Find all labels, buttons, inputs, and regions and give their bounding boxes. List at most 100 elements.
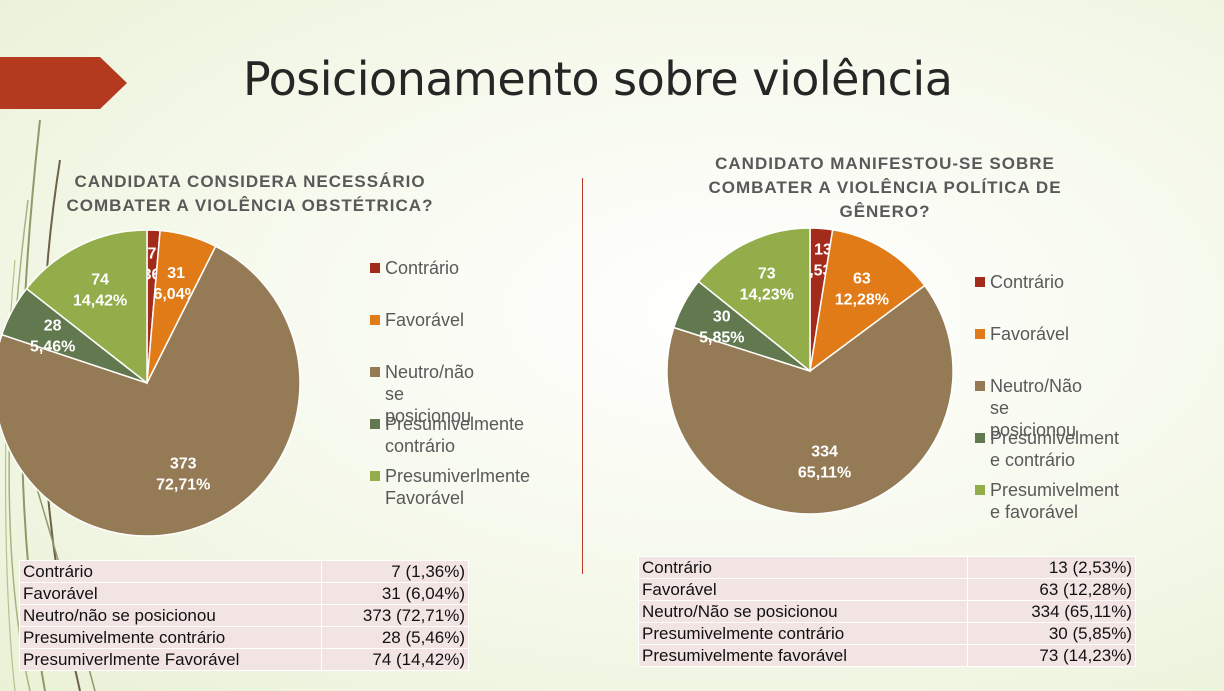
legend-label: Contrário: [385, 257, 459, 279]
table-cell-label: Contrário: [637, 556, 969, 579]
table-row: Neutro/não se posicionou 373 (72,71%): [19, 604, 470, 627]
legend-label-line: Contrário: [990, 272, 1065, 292]
pie-label-percent: 5,85%: [699, 330, 744, 347]
page-title: Posicionamento sobre violência: [243, 52, 953, 106]
chart2-title: CANDIDATO MANIFESTOU-SE SOBRE COMBATER A…: [690, 152, 1080, 224]
table-cell-value: 74 (14,42%): [320, 648, 470, 671]
legend-item-presumivelmente-favoravel: Presumivelment e favorável: [975, 479, 1119, 523]
pie-label-value: 73: [758, 266, 776, 283]
table-cell-value: 30 (5,85%): [967, 622, 1136, 645]
legend-item-presumivelmente-contrario: Presumivelment e contrário: [975, 427, 1119, 471]
pie-label-value: 373: [170, 456, 197, 473]
pie-label-presumivelmente-contrario: 30 5,85%: [699, 309, 744, 347]
pie-label-neutro: 373 72,71%: [156, 456, 210, 494]
pie-label-value: 13: [814, 242, 832, 259]
chart2-title-line: CANDIDATO MANIFESTOU-SE SOBRE: [715, 154, 1055, 173]
table-row: Contrário 7 (1,36%): [19, 560, 470, 583]
table-cell-value: 63 (12,28%): [967, 578, 1136, 601]
legend-label-line: Presumiverlmente: [385, 466, 531, 486]
chart2-table: Contrário 13 (2,53%) Favorável 63 (12,28%) N…: [637, 556, 1136, 667]
legend-label: Favorável: [990, 323, 1069, 345]
table-row: Presumiverlmente Favorável 74 (14,42%): [19, 648, 470, 671]
table-cell-value: 73 (14,23%): [967, 644, 1136, 667]
legend-item-presumivelmente-favoravel: Presumiverlmente Favorável: [370, 465, 530, 509]
legend-swatch: [370, 263, 380, 273]
table-cell-value: 28 (5,46%): [320, 626, 470, 649]
pie-label-value: 28: [44, 317, 62, 334]
pie-label-value: 74: [91, 272, 109, 289]
table-cell-label: Neutro/Não se posicionou: [637, 600, 969, 623]
legend-label-line: e contrário: [990, 450, 1076, 470]
legend-label: Contrário: [990, 271, 1064, 293]
legend-label-line: posicionou: [990, 420, 1077, 440]
legend-item-contrario: Contrário: [975, 271, 1064, 293]
legend-label-line: Presumivelment: [990, 428, 1120, 448]
legend-label-line: Presumivelment: [990, 480, 1120, 500]
legend-item-neutro: Neutro/Não se posicionou: [975, 375, 1082, 441]
pie-label-percent: 14,23%: [740, 287, 794, 304]
table-cell-label: Presumivelmente favorável: [637, 644, 969, 667]
legend-label: Neutro/não se posicionou: [385, 361, 474, 427]
pie-slice-favoravel: [808, 228, 926, 373]
pie-label-value: 334: [811, 443, 838, 460]
legend-label-line: Neutro/Não se: [990, 376, 1083, 418]
chart1-title: CANDIDATA CONSIDERA NECESSÁRIO COMBATER …: [40, 170, 460, 218]
legend-item-favoravel: Favorável: [975, 323, 1069, 345]
table-row: Presumivelmente contrário 28 (5,46%): [19, 626, 470, 649]
pie-label-percent: 65,11%: [798, 464, 851, 481]
table-cell-label: Presumivelmente contrário: [19, 626, 322, 649]
table-row: Contrário 13 (2,53%): [637, 556, 1136, 579]
table-cell-label: Contrário: [19, 560, 322, 583]
legend-swatch: [975, 433, 985, 443]
pie-label-presumivelmente-favoravel: 73 14,23%: [740, 266, 794, 304]
legend-label: Presumiverlmente Favorável: [385, 465, 530, 509]
legend-label-line: Contrário: [385, 258, 460, 278]
accent-arrow: [0, 57, 127, 109]
legend-label-line: Favorável: [990, 324, 1070, 344]
pie-label-percent: 5,46%: [30, 338, 75, 355]
table-row: Favorável 31 (6,04%): [19, 582, 470, 605]
legend-swatch: [975, 277, 985, 287]
pie-label-value: 63: [853, 270, 871, 287]
pie-label-percent: 14,42%: [73, 293, 127, 310]
legend-swatch: [975, 329, 985, 339]
pie-label-percent: 6,04%: [153, 286, 198, 303]
legend-swatch: [370, 315, 380, 325]
table-cell-label: Favorável: [19, 582, 322, 605]
legend-swatch: [370, 471, 380, 481]
chart2-title-line: GÊNERO?: [839, 202, 931, 221]
pie-label-presumivelmente-favoravel: 74 14,42%: [73, 272, 127, 310]
table-row: Presumivelmente contrário 30 (5,85%): [637, 622, 1136, 645]
pie-slice-presumivelmente-favoravel: [697, 227, 811, 373]
pie-label-presumivelmente-contrario: 28 5,46%: [30, 317, 75, 355]
legend-label-line: Favorável: [385, 310, 465, 330]
chart1-title-line: COMBATER A VIOLÊNCIA OBSTÉTRICA?: [66, 196, 434, 215]
legend-swatch: [975, 381, 985, 391]
chart1-title-line: CANDIDATA CONSIDERA NECESSÁRIO: [74, 172, 426, 191]
table-cell-value: 31 (6,04%): [320, 582, 470, 605]
pie-slice-neutro: [666, 284, 954, 515]
pie-label-percent: 72,71%: [156, 477, 210, 494]
legend-swatch: [370, 367, 380, 377]
pie-label-favoravel: 63 12,28%: [835, 270, 889, 308]
table-row: Neutro/Não se posicionou 334 (65,11%): [637, 600, 1136, 623]
pie-label-neutro: 334 65,11%: [798, 443, 851, 481]
table-cell-label: Presumivelmente contrário: [637, 622, 969, 645]
legend-item-contrario: Contrário: [370, 257, 459, 279]
legend-label: Presumivelment e contrário: [990, 427, 1119, 471]
legend-label-line: Neutro/não se: [385, 362, 475, 404]
chart1-table: Contrário 7 (1,36%) Favorável 31 (6,04%) Neu…: [19, 560, 470, 671]
legend-swatch: [975, 485, 985, 495]
legend-label-line: posicionou: [385, 406, 472, 426]
legend-label: Presumivelmente contrário: [385, 413, 524, 457]
divider: [582, 178, 583, 574]
legend-item-presumivelmente-contrario: Presumivelmente contrário: [370, 413, 524, 457]
legend-swatch: [370, 419, 380, 429]
legend-label-line: Presumivelmente: [385, 414, 525, 434]
legend-label: Neutro/Não se posicionou: [990, 375, 1082, 441]
table-cell-label: Neutro/não se posicionou: [19, 604, 322, 627]
pie-slice-neutro: [0, 245, 301, 537]
pie-label-value: 30: [713, 309, 731, 326]
